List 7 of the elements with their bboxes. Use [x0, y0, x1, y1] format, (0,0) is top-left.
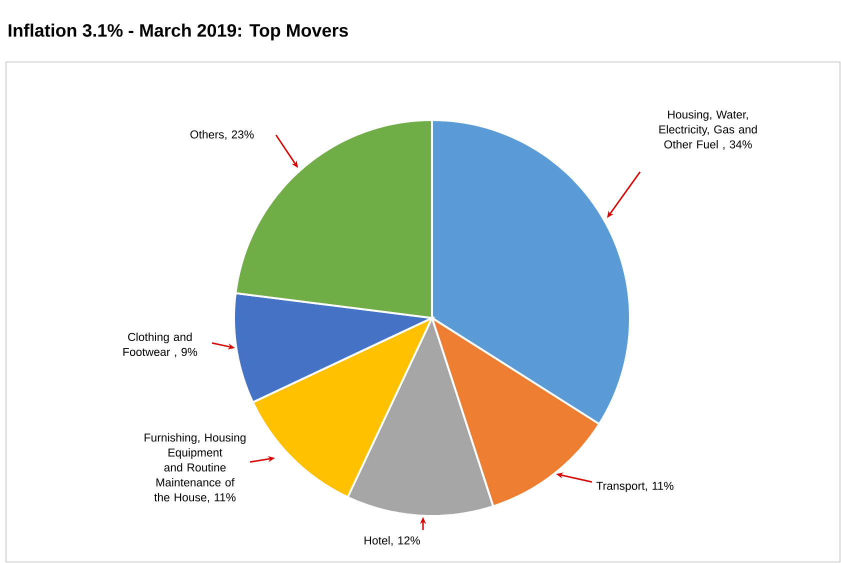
chart-title: Inflation 3.1% - March 2019: Top Movers — [8, 24, 348, 40]
slice-label: Housing, Water, Electricity, Gas and Other Fuel , 34% — [659, 110, 757, 150]
slice-label: Clothing and Footwear , 9% — [123, 332, 198, 358]
slice-label: Hotel, 12% — [364, 536, 420, 546]
slice-label: Transport, 11% — [596, 482, 674, 492]
slice-label: Others, 23% — [190, 130, 254, 140]
slice-label: Furnishing, Housing Equipment and Routine Maintenance of the House, 11% — [144, 433, 246, 503]
